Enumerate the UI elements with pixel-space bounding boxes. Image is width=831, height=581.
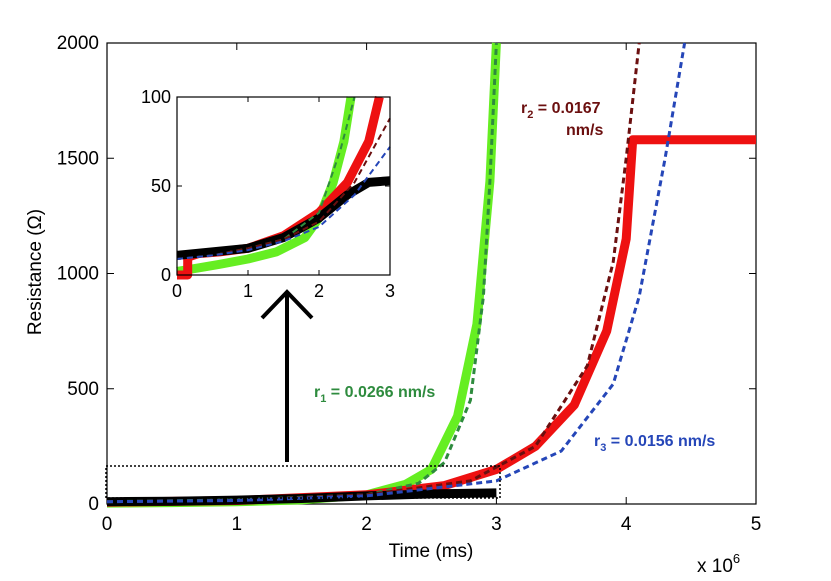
annotation-r2: r2 = 0.0167 <box>521 100 601 121</box>
x-tick-label: 3 <box>491 514 502 535</box>
inset-x-tick-label: 2 <box>314 281 324 301</box>
inset-black-line <box>176 176 391 260</box>
inset-x-tick-label: 3 <box>385 281 395 301</box>
x-tick-label: 1 <box>232 514 243 535</box>
y-axis-label: Resistance (Ω) <box>25 209 46 335</box>
annotation-r1: r1 = 0.0266 nm/s <box>314 384 435 405</box>
x-tick-label: 0 <box>102 514 113 535</box>
x-multiplier-label: x 106 <box>697 551 740 577</box>
inset-y-tick-label: 50 <box>151 176 171 196</box>
inset-x-tick-label: 1 <box>243 281 253 301</box>
annotation-r3: r3 = 0.0156 nm/s <box>594 433 715 454</box>
x-tick-label: 2 <box>361 514 372 535</box>
y-tick-label: 2000 <box>57 33 99 54</box>
inset-green-line <box>176 96 356 276</box>
x-tick-label: 5 <box>751 514 762 535</box>
y-tick-label: 1000 <box>57 264 99 285</box>
inset-y-tick-label: 100 <box>141 87 171 107</box>
y-tick-label: 500 <box>67 379 99 400</box>
zoom-arrow-head <box>260 289 314 320</box>
y-tick-label: 1500 <box>57 148 99 169</box>
annotation-r2-unit: nm/s <box>566 122 603 139</box>
y-tick-label: 0 <box>88 494 99 515</box>
zoom-region-box <box>105 465 501 499</box>
inset-fit-r3-line <box>176 146 391 260</box>
inset-x-tick-label: 0 <box>172 281 182 301</box>
x-tick-label: 4 <box>621 514 632 535</box>
inset-y-tick-label: 0 <box>161 265 171 285</box>
x-axis-label: Time (ms) <box>389 541 474 562</box>
fit-r3-line <box>106 42 687 504</box>
